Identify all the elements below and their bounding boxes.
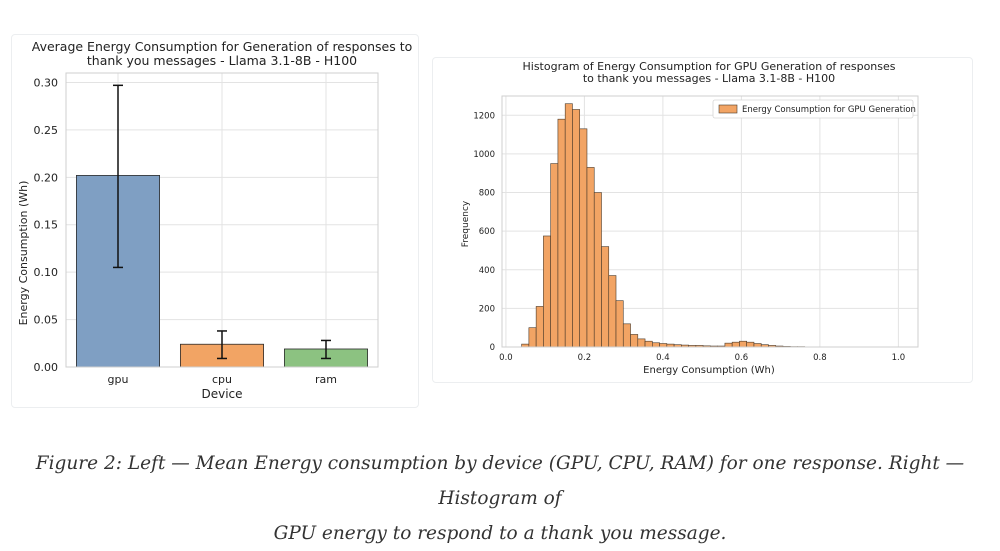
right-chart-ylabel: Frequency (461, 200, 471, 247)
y-tick-label: 0.30 (34, 76, 59, 89)
x-tick-label: 0.2 (578, 353, 592, 363)
figure-caption: Figure 2: Left — Mean Energy consumption… (0, 446, 1000, 551)
x-tick-label-ram: ram (315, 373, 337, 386)
histogram-bin (543, 236, 550, 347)
histogram-bin (660, 344, 667, 347)
left-chart-ylabel: Energy Consumption (Wh) (17, 181, 30, 326)
gpu-energy-histogram: Histogram of Energy Consumption for GPU … (433, 58, 972, 382)
y-tick-label: 800 (479, 189, 495, 199)
x-tick-label: 0.6 (735, 353, 749, 363)
y-tick-label: 200 (479, 304, 495, 314)
left-chart-title-line1: Average Energy Consumption for Generatio… (32, 39, 413, 54)
histogram-bin (587, 167, 594, 347)
histogram-bin (594, 193, 601, 347)
histogram-bin (536, 306, 543, 347)
y-tick-label: 1200 (473, 111, 495, 121)
caption-line-2: GPU energy to respond to a thank you mes… (0, 516, 1000, 551)
histogram-bin (739, 341, 746, 347)
histogram-bin (645, 341, 652, 347)
right-chart-xlabel: Energy Consumption (Wh) (643, 365, 775, 376)
y-tick-label: 0.00 (34, 361, 59, 374)
histogram-bin (551, 164, 558, 347)
left-chart-title-line2: thank you messages - Llama 3.1-8B - H100 (87, 53, 357, 68)
x-tick-label: 1.0 (892, 353, 906, 363)
histogram-bin (638, 339, 645, 347)
caption-line-1: Figure 2: Left — Mean Energy consumption… (0, 446, 1000, 516)
legend: Energy Consumption for GPU Generation (713, 100, 916, 118)
histogram-bin (580, 129, 587, 347)
histogram-bin (732, 342, 739, 347)
y-tick-label: 0 (490, 343, 495, 353)
histogram-bin (601, 247, 608, 347)
histogram-bin (529, 328, 536, 347)
legend-swatch (719, 105, 737, 113)
y-tick-label: 0.20 (34, 171, 59, 184)
x-tick-label: 0.8 (813, 353, 827, 363)
energy-bar-chart: Average Energy Consumption for Generatio… (12, 35, 418, 407)
y-tick-label: 600 (479, 227, 495, 237)
right-chart-panel: Histogram of Energy Consumption for GPU … (432, 57, 973, 383)
left-chart-xlabel: Device (201, 387, 242, 401)
x-tick-label-cpu: cpu (212, 373, 232, 386)
histogram-bin (565, 104, 572, 347)
legend-label: Energy Consumption for GPU Generation (742, 105, 916, 115)
left-chart-panel: Average Energy Consumption for Generatio… (11, 34, 419, 408)
histogram-bin (558, 119, 565, 347)
x-tick-label: 0.0 (499, 353, 513, 363)
histogram-bin (747, 342, 754, 347)
histogram-bin (572, 110, 579, 347)
histogram-bin (623, 324, 630, 347)
x-tick-label: 0.4 (656, 353, 670, 363)
histogram-bin (616, 301, 623, 347)
y-tick-label: 0.10 (34, 266, 59, 279)
histogram-bin (725, 343, 732, 347)
histogram-bin (631, 334, 638, 347)
histogram-bin (609, 276, 616, 347)
y-tick-label: 0.15 (34, 219, 59, 232)
x-tick-label-gpu: gpu (108, 373, 129, 386)
histogram-bin (652, 343, 659, 347)
y-tick-label: 0.25 (34, 124, 59, 137)
y-tick-label: 400 (479, 266, 495, 276)
right-chart-title-line2: to thank you messages - Llama 3.1-8B - H… (583, 72, 835, 85)
histogram-bin (754, 344, 761, 347)
y-tick-label: 1000 (473, 150, 495, 160)
y-tick-label: 0.05 (34, 314, 59, 327)
